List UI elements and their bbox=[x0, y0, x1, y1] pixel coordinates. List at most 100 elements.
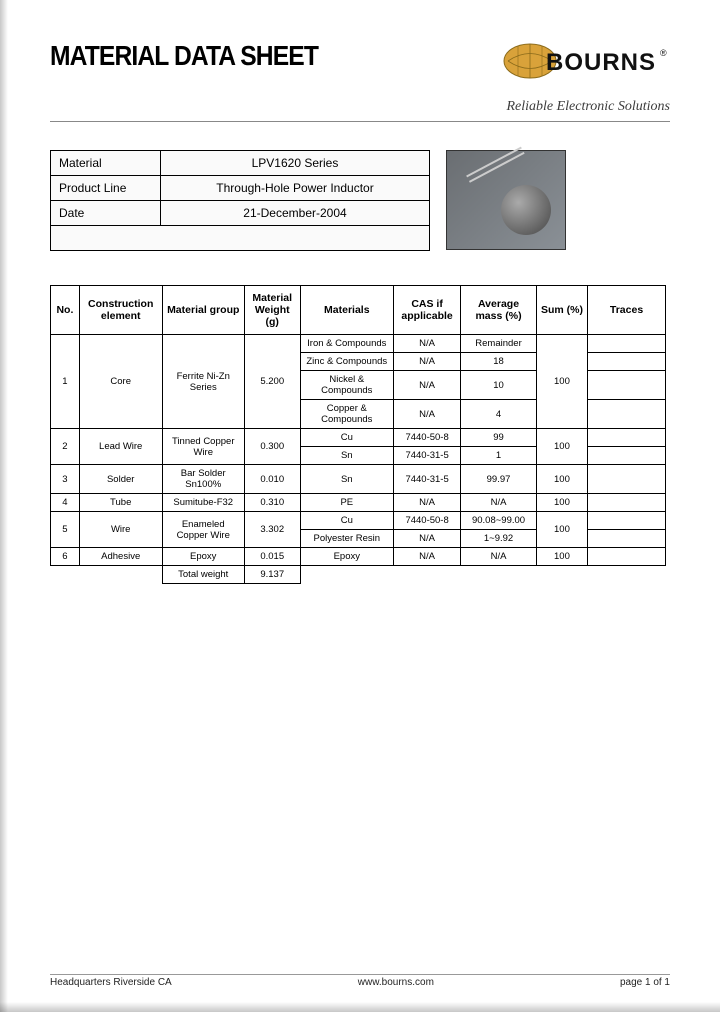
cell-cas: 7440-31-5 bbox=[394, 465, 461, 494]
col-sum: Sum (%) bbox=[536, 286, 587, 335]
cell-material: Cu bbox=[300, 512, 393, 530]
cell-traces bbox=[588, 512, 666, 530]
info-empty bbox=[51, 226, 430, 251]
cell-mass: Remainder bbox=[461, 335, 537, 353]
cell-weight: 0.300 bbox=[244, 429, 300, 465]
cell-group: Epoxy bbox=[162, 548, 244, 566]
cell-weight: 0.015 bbox=[244, 548, 300, 566]
cell-element: Tube bbox=[79, 494, 162, 512]
cell-weight: 5.200 bbox=[244, 335, 300, 429]
cell-weight: 3.302 bbox=[244, 512, 300, 548]
cell-traces bbox=[588, 429, 666, 447]
main-table-wrap: No. Construction element Material group … bbox=[50, 285, 670, 584]
cell-sum: 100 bbox=[536, 429, 587, 465]
cell-no: 5 bbox=[51, 512, 80, 548]
col-mass: Average mass (%) bbox=[461, 286, 537, 335]
table-row: 4TubeSumitube-F320.310PEN/AN/A100 bbox=[51, 494, 666, 512]
cell-element: Wire bbox=[79, 512, 162, 548]
cell-material: Polyester Resin bbox=[300, 530, 393, 548]
cell-element: Core bbox=[79, 335, 162, 429]
cell-traces bbox=[588, 465, 666, 494]
cell-mass: 99 bbox=[461, 429, 537, 447]
table-row: MaterialLPV1620 Series bbox=[51, 151, 430, 176]
cell-traces bbox=[588, 447, 666, 465]
cell-cas: N/A bbox=[394, 353, 461, 371]
cell-mass: 99.97 bbox=[461, 465, 537, 494]
cell-mass: 10 bbox=[461, 371, 537, 400]
page-title: MATERIAL DATA SHEET bbox=[50, 40, 318, 72]
col-element: Construction element bbox=[79, 286, 162, 335]
cell-no: 1 bbox=[51, 335, 80, 429]
shadow bbox=[0, 0, 8, 1012]
cell-material: Sn bbox=[300, 465, 393, 494]
table-row bbox=[51, 226, 430, 251]
info-label: Date bbox=[51, 201, 161, 226]
cell-traces bbox=[588, 353, 666, 371]
cell-group: Bar Solder Sn100% bbox=[162, 465, 244, 494]
cell-traces bbox=[588, 530, 666, 548]
table-row: 6AdhesiveEpoxy0.015EpoxyN/AN/A100 bbox=[51, 548, 666, 566]
cell-mass: 4 bbox=[461, 400, 537, 429]
cell-cas: N/A bbox=[394, 548, 461, 566]
cell-mass: N/A bbox=[461, 494, 537, 512]
footer: Headquarters Riverside CA www.bourns.com… bbox=[50, 974, 670, 988]
cell-traces bbox=[588, 400, 666, 429]
cell-cas: N/A bbox=[394, 335, 461, 353]
footer-center: www.bourns.com bbox=[358, 977, 434, 988]
info-value: Through-Hole Power Inductor bbox=[161, 176, 430, 201]
header: MATERIAL DATA SHEET BOURNS ® Reliable El… bbox=[50, 40, 670, 122]
table-row: 1CoreFerrite Ni-Zn Series5.200Iron & Com… bbox=[51, 335, 666, 353]
cell-no: 6 bbox=[51, 548, 80, 566]
table-row: Date21-December-2004 bbox=[51, 201, 430, 226]
info-table: MaterialLPV1620 Series Product LineThrou… bbox=[50, 150, 430, 251]
cell-cas: N/A bbox=[394, 494, 461, 512]
table-row: 3SolderBar Solder Sn100%0.010Sn7440-31-5… bbox=[51, 465, 666, 494]
cell-traces bbox=[588, 494, 666, 512]
cell-sum: 100 bbox=[536, 512, 587, 548]
footer-right: page 1 of 1 bbox=[620, 977, 670, 988]
logo-block: BOURNS ® Reliable Electronic Solutions bbox=[500, 40, 670, 115]
col-cas: CAS if applicable bbox=[394, 286, 461, 335]
cell-cas: 7440-31-5 bbox=[394, 447, 461, 465]
col-traces: Traces bbox=[588, 286, 666, 335]
cell-material: Sn bbox=[300, 447, 393, 465]
cell-material: Cu bbox=[300, 429, 393, 447]
tagline: Reliable Electronic Solutions bbox=[500, 99, 670, 115]
cell-traces bbox=[588, 335, 666, 353]
product-image bbox=[446, 150, 566, 250]
cell-traces bbox=[588, 548, 666, 566]
svg-text:®: ® bbox=[660, 48, 667, 58]
col-no: No. bbox=[51, 286, 80, 335]
cell-group: Enameled Copper Wire bbox=[162, 512, 244, 548]
info-row: MaterialLPV1620 Series Product LineThrou… bbox=[50, 150, 670, 251]
cell-group: Sumitube-F32 bbox=[162, 494, 244, 512]
cell-cas: N/A bbox=[394, 530, 461, 548]
cell-cas: N/A bbox=[394, 400, 461, 429]
cell-cas: 7440-50-8 bbox=[394, 512, 461, 530]
col-group: Material group bbox=[162, 286, 244, 335]
cell-material: Copper & Compounds bbox=[300, 400, 393, 429]
shadow bbox=[0, 1002, 720, 1012]
cell-sum: 100 bbox=[536, 494, 587, 512]
cell-cas: 7440-50-8 bbox=[394, 429, 461, 447]
cell-sum: 100 bbox=[536, 335, 587, 429]
svg-text:BOURNS: BOURNS bbox=[546, 49, 656, 76]
table-row: 2Lead WireTinned Copper Wire0.300Cu7440-… bbox=[51, 429, 666, 447]
cell-material: PE bbox=[300, 494, 393, 512]
cell-element: Lead Wire bbox=[79, 429, 162, 465]
total-row: Total weight 9.137 bbox=[51, 566, 666, 584]
cell-no: 2 bbox=[51, 429, 80, 465]
cell-cas: N/A bbox=[394, 371, 461, 400]
info-value: 21-December-2004 bbox=[161, 201, 430, 226]
total-value: 9.137 bbox=[244, 566, 300, 584]
col-materials: Materials bbox=[300, 286, 393, 335]
cell-weight: 0.010 bbox=[244, 465, 300, 494]
cell-material: Nickel & Compounds bbox=[300, 371, 393, 400]
cell-element: Solder bbox=[79, 465, 162, 494]
cell-material: Epoxy bbox=[300, 548, 393, 566]
info-label: Product Line bbox=[51, 176, 161, 201]
main-table: No. Construction element Material group … bbox=[50, 285, 666, 584]
table-header-row: No. Construction element Material group … bbox=[51, 286, 666, 335]
page: MATERIAL DATA SHEET BOURNS ® Reliable El… bbox=[0, 0, 720, 1012]
table-row: Product LineThrough-Hole Power Inductor bbox=[51, 176, 430, 201]
